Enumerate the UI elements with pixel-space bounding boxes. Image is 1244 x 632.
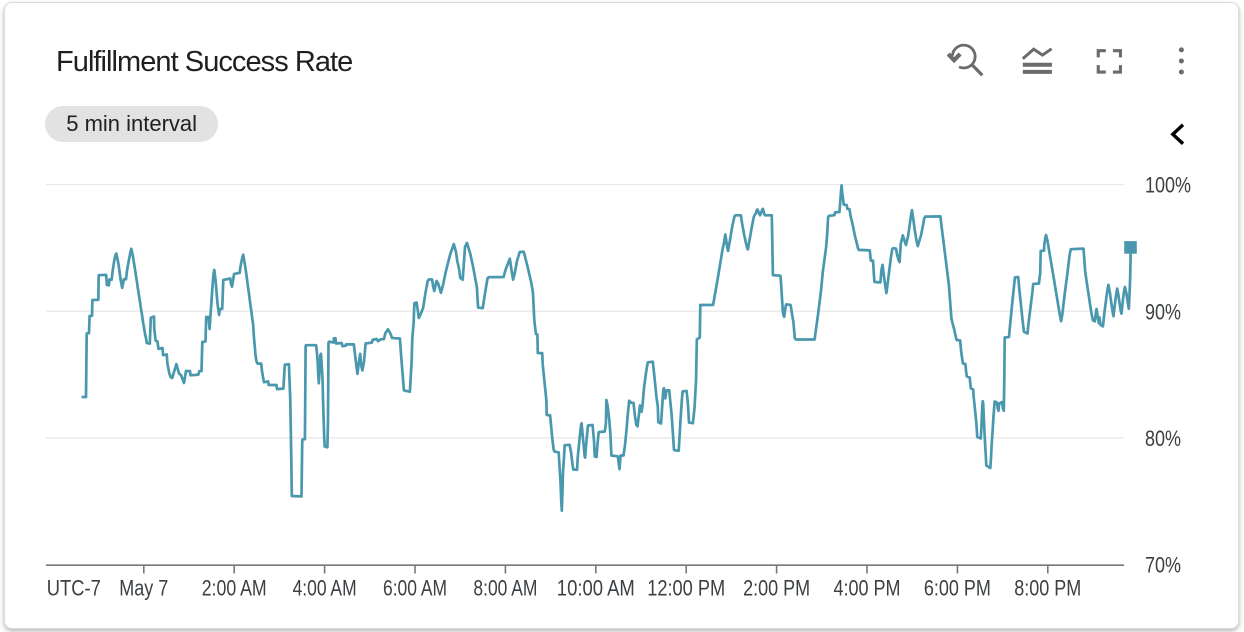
svg-text:12:00 PM: 12:00 PM [647,576,725,601]
svg-text:4:00 AM: 4:00 AM [293,576,357,601]
svg-text:UTC-7: UTC-7 [47,576,101,601]
svg-text:4:00 PM: 4:00 PM [834,576,901,601]
svg-text:100%: 100% [1145,173,1191,198]
svg-text:8:00 AM: 8:00 AM [473,576,537,601]
svg-text:90%: 90% [1145,299,1181,324]
svg-text:80%: 80% [1145,426,1181,451]
svg-text:2:00 AM: 2:00 AM [202,576,267,601]
svg-text:6:00 PM: 6:00 PM [924,576,991,601]
svg-text:2:00 PM: 2:00 PM [743,576,810,601]
svg-text:May 7: May 7 [119,576,168,601]
svg-text:8:00 PM: 8:00 PM [1014,576,1081,601]
svg-text:70%: 70% [1145,553,1181,578]
svg-text:10:00 AM: 10:00 AM [557,576,635,601]
svg-text:6:00 AM: 6:00 AM [383,576,447,601]
